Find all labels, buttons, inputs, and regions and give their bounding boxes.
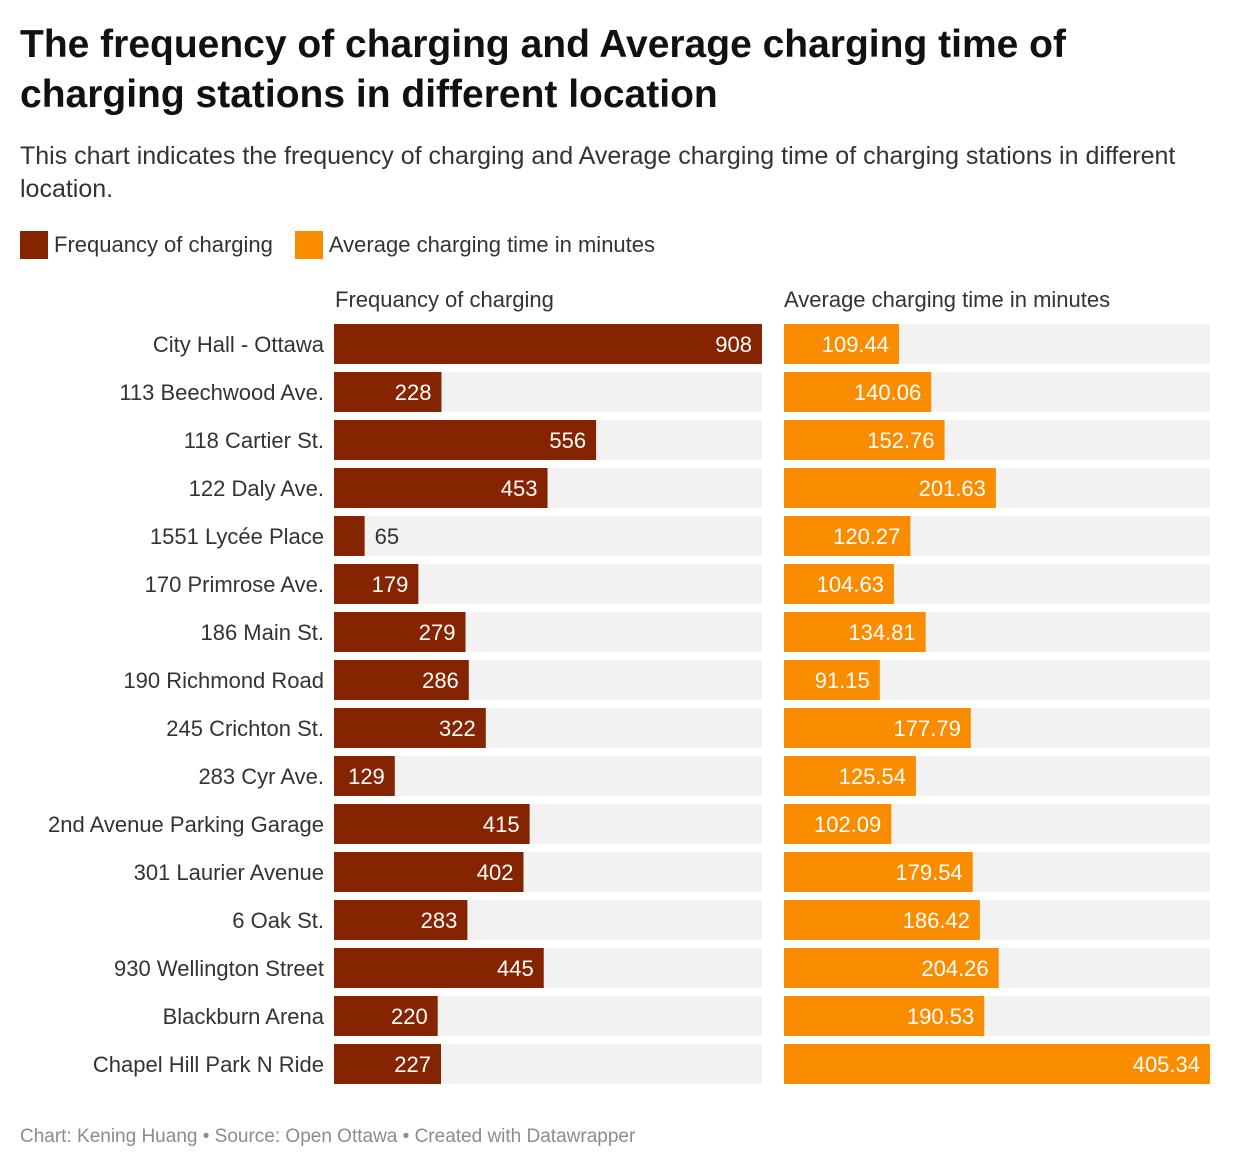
value-label-avg-time-118-cartier-st: 152.76: [867, 428, 934, 453]
track-frequency-283-cyr-ave: [334, 756, 762, 796]
value-label-avg-time-301-laurier-avenue: 179.54: [895, 860, 962, 885]
category-label-930-wellington-street: 930 Wellington Street: [114, 956, 324, 981]
value-label-frequency-186-main-st: 279: [419, 620, 456, 645]
bar-avg-time-chapel-hill-park-n-ride: [784, 1044, 1210, 1084]
legend-item-frequency: Frequancy of charging: [20, 231, 273, 259]
legend: Frequancy of charging Average charging t…: [20, 230, 677, 260]
category-label-301-laurier-avenue: 301 Laurier Avenue: [134, 860, 324, 885]
bar-frequency-186-main-st: [334, 612, 466, 652]
value-label-frequency-chapel-hill-park-n-ride: 227: [394, 1052, 431, 1077]
bar-avg-time-930-wellington-street: [784, 948, 999, 988]
bar-avg-time-122-daly-ave: [784, 468, 996, 508]
category-label-113-beechwood-ave: 113 Beechwood Ave.: [119, 380, 324, 405]
value-label-avg-time-186-main-st: 134.81: [848, 620, 915, 645]
chart-footer: Chart: Kening Huang • Source: Open Ottaw…: [20, 1126, 636, 1147]
category-label-6-oak-st: 6 Oak St.: [232, 908, 324, 933]
bar-avg-time-283-cyr-ave: [784, 756, 916, 796]
value-label-frequency-6-oak-st: 283: [421, 908, 458, 933]
bar-avg-time-113-beechwood-ave: [784, 372, 932, 412]
value-label-frequency-245-crichton-st: 322: [439, 716, 476, 741]
bar-avg-time-301-laurier-avenue: [784, 852, 973, 892]
bar-frequency-6-oak-st: [334, 900, 468, 940]
bar-avg-time-2nd-avenue-parking-garage: [784, 804, 892, 844]
category-label-186-main-st: 186 Main St.: [200, 620, 324, 645]
value-label-frequency-301-laurier-avenue: 402: [477, 860, 514, 885]
bar-frequency-1551-lyc-e-place: [334, 516, 365, 556]
legend-item-avg-time: Average charging time in minutes: [294, 231, 656, 259]
value-label-frequency-190-richmond-road: 286: [422, 668, 459, 693]
legend-label-avg-time: Average charging time in minutes: [328, 232, 656, 257]
value-label-avg-time-283-cyr-ave: 125.54: [839, 764, 906, 789]
bar-frequency-283-cyr-ave: [334, 756, 395, 796]
legend-swatch-avg-time: [294, 231, 323, 259]
bar-frequency-city-hall-ottawa: [334, 324, 762, 364]
bar-avg-time-6-oak-st: [784, 900, 980, 940]
value-label-avg-time-city-hall-ottawa: 109.44: [822, 332, 889, 357]
category-label-blackburn-arena: Blackburn Arena: [163, 1004, 325, 1029]
bar-frequency-2nd-avenue-parking-garage: [334, 804, 530, 844]
value-label-frequency-122-daly-ave: 453: [501, 476, 538, 501]
value-label-avg-time-2nd-avenue-parking-garage: 102.09: [814, 812, 881, 837]
panel-title-avg-time: Average charging time in minutes: [784, 287, 1111, 312]
category-label-1551-lyc-e-place: 1551 Lycée Place: [150, 524, 324, 549]
bar-frequency-122-daly-ave: [334, 468, 548, 508]
value-label-avg-time-122-daly-ave: 201.63: [919, 476, 986, 501]
value-label-avg-time-190-richmond-road: 91.15: [815, 668, 870, 693]
bar-frequency-113-beechwood-ave: [334, 372, 442, 412]
value-label-frequency-2nd-avenue-parking-garage: 415: [483, 812, 520, 837]
value-label-avg-time-113-beechwood-ave: 140.06: [854, 380, 921, 405]
value-label-frequency-city-hall-ottawa: 908: [715, 332, 752, 357]
category-label-chapel-hill-park-n-ride: Chapel Hill Park N Ride: [93, 1052, 324, 1077]
bar-avg-time-245-crichton-st: [784, 708, 971, 748]
bar-frequency-170-primrose-ave: [334, 564, 419, 604]
category-label-245-crichton-st: 245 Crichton St.: [166, 716, 324, 741]
bar-avg-time-118-cartier-st: [784, 420, 945, 460]
legend-swatch-frequency: [20, 231, 48, 259]
value-label-avg-time-chapel-hill-park-n-ride: 405.34: [1133, 1052, 1200, 1077]
value-label-avg-time-blackburn-arena: 190.53: [907, 1004, 974, 1029]
bar-frequency-chapel-hill-park-n-ride: [334, 1044, 441, 1084]
bar-frequency-301-laurier-avenue: [334, 852, 524, 892]
category-label-283-cyr-ave: 283 Cyr Ave.: [198, 764, 324, 789]
category-label-city-hall-ottawa: City Hall - Ottawa: [153, 332, 325, 357]
category-label-170-primrose-ave: 170 Primrose Ave.: [145, 572, 324, 597]
bar-avg-time-170-primrose-ave: [784, 564, 894, 604]
bar-avg-time-city-hall-ottawa: [784, 324, 900, 364]
category-label-190-richmond-road: 190 Richmond Road: [123, 668, 324, 693]
bar-avg-time-190-richmond-road: [784, 660, 880, 700]
value-label-avg-time-930-wellington-street: 204.26: [921, 956, 988, 981]
value-label-frequency-283-cyr-ave: 129: [348, 764, 385, 789]
value-label-frequency-blackburn-arena: 220: [391, 1004, 428, 1029]
chart-subtitle: This chart indicates the frequency of ch…: [20, 142, 1176, 203]
bar-avg-time-blackburn-arena: [784, 996, 985, 1036]
value-label-frequency-170-primrose-ave: 179: [372, 572, 409, 597]
track-frequency-1551-lyc-e-place: [334, 516, 762, 556]
bar-frequency-118-cartier-st: [334, 420, 597, 460]
bar-frequency-blackburn-arena: [334, 996, 438, 1036]
value-label-avg-time-170-primrose-ave: 104.63: [817, 572, 884, 597]
value-label-avg-time-6-oak-st: 186.42: [903, 908, 970, 933]
category-label-122-daly-ave: 122 Daly Ave.: [189, 476, 324, 501]
bar-frequency-190-richmond-road: [334, 660, 469, 700]
bar-frequency-245-crichton-st: [334, 708, 486, 748]
value-label-avg-time-245-crichton-st: 177.79: [894, 716, 961, 741]
value-label-frequency-930-wellington-street: 445: [497, 956, 534, 981]
chart-title: The frequency of charging and Average ch…: [20, 23, 1066, 116]
category-label-118-cartier-st: 118 Cartier St.: [184, 428, 324, 453]
category-label-2nd-avenue-parking-garage: 2nd Avenue Parking Garage: [48, 812, 324, 837]
bar-avg-time-186-main-st: [784, 612, 926, 652]
value-label-frequency-1551-lyc-e-place: 65: [375, 524, 399, 549]
value-label-frequency-113-beechwood-ave: 228: [395, 380, 432, 405]
bar-avg-time-1551-lyc-e-place: [784, 516, 911, 556]
value-label-frequency-118-cartier-st: 556: [549, 428, 586, 453]
legend-label-frequency: Frequancy of charging: [54, 232, 273, 257]
panel-title-frequency: Frequancy of charging: [335, 287, 554, 312]
bar-frequency-930-wellington-street: [334, 948, 544, 988]
value-label-avg-time-1551-lyc-e-place: 120.27: [833, 524, 900, 549]
